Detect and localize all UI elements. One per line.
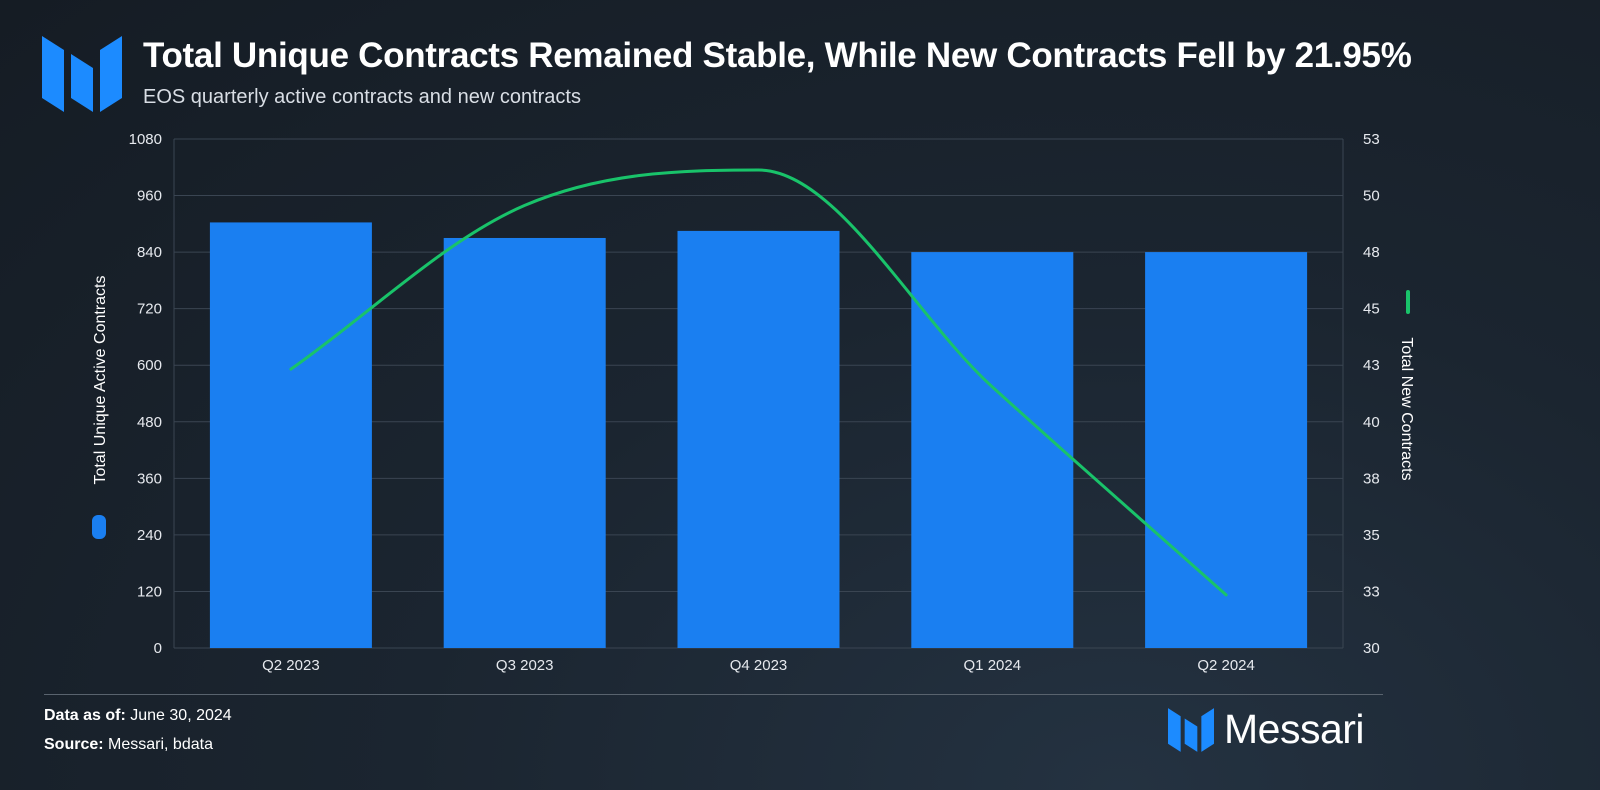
y-tick-label: 960 [137, 188, 162, 205]
y2-tick-label: 30 [1363, 640, 1380, 657]
bar [443, 237, 606, 648]
footer-divider [44, 694, 1383, 695]
y2-axis-label: Total New Contracts [1398, 337, 1415, 480]
brand-name: Messari [1224, 706, 1365, 752]
y-tick-label: 0 [154, 640, 162, 657]
x-tick-label: Q4 2023 [730, 657, 788, 674]
footer-brand: Messari [1168, 706, 1365, 753]
bar [209, 222, 372, 649]
x-tick-label: Q3 2023 [496, 657, 554, 674]
bar [1145, 252, 1308, 648]
x-tick-label: Q1 2024 [964, 657, 1022, 674]
y-tick-label: 720 [137, 301, 162, 318]
source-value: Messari, bdata [108, 736, 213, 753]
y2-tick-label: 45 [1363, 301, 1380, 318]
y2-tick-label: 50 [1363, 188, 1380, 205]
series-line-total-new-contracts [289, 168, 1228, 597]
data-as-of-label: Data as of: [44, 707, 126, 724]
source-label: Source: [44, 736, 104, 753]
data-as-of-value: June 30, 2024 [130, 707, 232, 724]
y2-tick-label: 35 [1363, 527, 1380, 544]
y-tick-label: 360 [137, 470, 162, 487]
bar [677, 230, 840, 648]
data-as-of: Data as of: June 30, 2024 [44, 707, 232, 725]
y2-tick-label: 40 [1363, 414, 1380, 431]
y2-tick-label: 43 [1363, 357, 1380, 374]
messari-logo-icon [42, 36, 122, 112]
x-tick-label: Q2 2023 [262, 657, 320, 674]
chart-title: Total Unique Contracts Remained Stable, … [143, 36, 1412, 75]
y2-tick-label: 53 [1363, 131, 1380, 148]
chart-subtitle: EOS quarterly active contracts and new c… [143, 86, 581, 108]
y-tick-label: 840 [137, 244, 162, 261]
y-tick-label: 240 [137, 527, 162, 544]
messari-brand-icon [1168, 707, 1214, 752]
y-tick-label: 480 [137, 414, 162, 431]
legend-swatch-line [1406, 290, 1410, 314]
y-tick-label: 120 [137, 583, 162, 600]
legend-swatch-bar [92, 515, 106, 539]
y-tick-label: 600 [137, 357, 162, 374]
y-tick-label: 1080 [129, 131, 162, 148]
y-axis-label: Total Unique Active Contracts [92, 276, 109, 485]
y2-tick-label: 48 [1363, 244, 1380, 261]
chart: 0 120 240 360 480 600 720 840 960 1080 30 33 35 38 40 4… [92, 131, 1415, 674]
y2-tick-label: 38 [1363, 470, 1380, 487]
bar [911, 252, 1074, 648]
y2-tick-label: 33 [1363, 583, 1380, 600]
x-tick-label: Q2 2024 [1197, 657, 1255, 674]
source: Source: Messari, bdata [44, 736, 213, 754]
